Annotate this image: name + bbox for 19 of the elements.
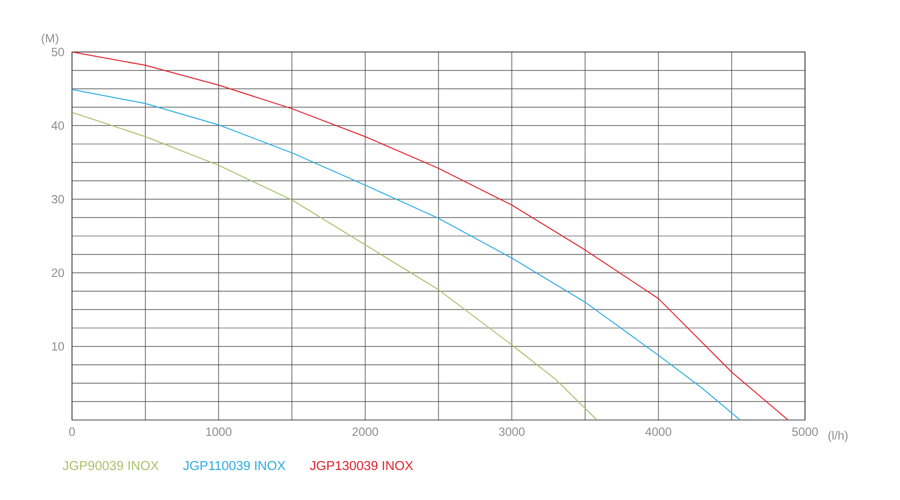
x-tick-label: 4000 xyxy=(645,428,672,436)
y-tick-label: 50 xyxy=(52,48,64,56)
x-axis-title: (l/h) xyxy=(828,430,848,442)
text: JGP90039 INOX xyxy=(62,460,159,470)
y-tick-label: 10 xyxy=(52,342,64,351)
x-tick-label: 5000 xyxy=(792,428,818,436)
y-tick-label: 30 xyxy=(52,194,64,204)
x-tick-label: 0 xyxy=(69,428,75,436)
line-series xyxy=(72,52,789,420)
x-tick-label: 2000 xyxy=(352,428,378,436)
line-series xyxy=(72,112,598,420)
y-tick-label: 40 xyxy=(51,121,64,130)
text: JGP130039 INOX xyxy=(310,460,414,470)
line-series xyxy=(72,89,741,420)
text: JGP110039 INOX xyxy=(183,460,286,470)
y-axis-title: (M) xyxy=(42,34,58,45)
x-tick-label: 1000 xyxy=(206,428,232,436)
y-tick-label: 20 xyxy=(52,268,64,278)
x-tick-label: 3000 xyxy=(498,428,525,436)
